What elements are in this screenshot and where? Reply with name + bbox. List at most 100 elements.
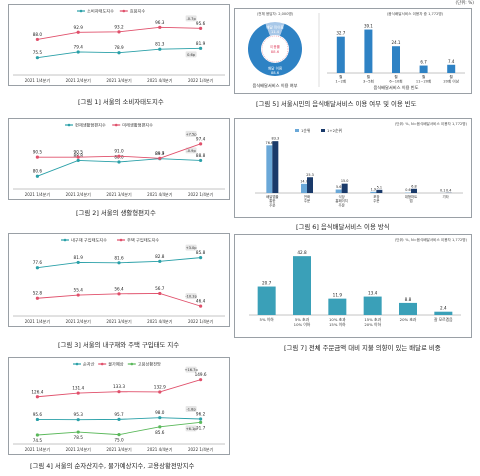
change-badge (185, 130, 197, 137)
data-point (35, 433, 39, 437)
change-badge (185, 15, 197, 22)
page-unit: (단위: %) (455, 1, 474, 6)
bar-category-label: 주문 (339, 203, 345, 207)
legend-label-1: 효용지수 (130, 8, 146, 15)
x-tick-label: 2021 4/4분기 (147, 77, 173, 83)
data-point (117, 154, 121, 158)
legend-marker-0 (67, 123, 71, 127)
bar-value-label: 1.9 (371, 187, 376, 191)
data-label: 52.8 (33, 291, 43, 296)
bar-1 (272, 141, 279, 193)
data-point (158, 156, 162, 160)
x-tick-label: 2021 2/4분기 (66, 191, 92, 197)
data-label: 89.9 (155, 151, 165, 156)
change-badge-text: -0.9p (186, 149, 196, 153)
data-label: 81.9 (74, 255, 84, 260)
data-label: 131.4 (72, 386, 84, 391)
data-point (35, 266, 39, 270)
data-point (76, 418, 80, 422)
legend-marker-1 (119, 238, 123, 242)
data-point (117, 51, 121, 55)
legend-marker-0 (75, 362, 79, 366)
bar-chart-fig7: (단위: %, N=음식배달서비스 이용자 1,772명) 20.7 5% 이하 42… (249, 237, 468, 327)
legend-marker-2 (130, 362, 134, 366)
bar-value-label: 14.7 (300, 179, 308, 183)
bar-value-label: 13.4 (368, 291, 378, 296)
data-point (76, 391, 80, 395)
chart-panel-fig3: 내구재 구입태도지수 주택 구입태도지수 2021 1/4분기 2021 2/4분기 2… (8, 233, 230, 327)
legend-marker-0 (63, 238, 67, 242)
data-point (117, 160, 121, 164)
line-chart-fig3: 내구재 구입태도지수 주택 구입태도지수 2021 1/4분기 2021 2/4분기 2… (13, 237, 225, 324)
donut-unit: (전체 응답자: 2,000명) (257, 11, 294, 16)
bar-category-label: 잘 모르겠음 (434, 317, 453, 322)
change-badge (185, 147, 197, 154)
bar (328, 298, 347, 315)
donut-slice-1 (265, 22, 285, 36)
legend-label-0: 내구재 구입태도지수 (71, 237, 107, 244)
data-point (76, 260, 80, 265)
x-tick-label: 2021 1/4분기 (25, 318, 51, 324)
bar-category-label: 월 (422, 74, 425, 79)
data-label: 93.2 (114, 24, 124, 29)
x-tick-label: 2021 1/4분기 (25, 77, 51, 83)
data-label: 85.8 (196, 250, 206, 255)
data-point (199, 378, 203, 382)
bar-value-label: 24.1 (392, 40, 401, 45)
legend-label-0: 순자산 (83, 361, 95, 368)
data-label: 88.8 (74, 153, 84, 158)
bar-category-label: 15% 이하 (329, 322, 346, 327)
data-label: 126.4 (31, 389, 43, 394)
bar-0 (335, 189, 342, 193)
chart-panel-fig2: 현재생활형편지수 미래생활형편지수 2021 1/4분기 2021 2/4분기 2021… (8, 118, 230, 200)
bar-category-label: 홈페이지 (335, 198, 347, 203)
change-badge-text: 0.6p (187, 53, 196, 57)
x-tick-label: 2022 1/4분기 (188, 446, 214, 452)
data-point (199, 142, 203, 146)
chart-unit: (단위: %, N=음식배달서비스 이용자 1,772명) (395, 121, 468, 126)
bar (293, 256, 311, 315)
bar-category-label: 5% 이하 (260, 317, 275, 322)
bar (336, 36, 345, 73)
data-label: 95.6 (33, 412, 43, 417)
data-point (199, 420, 203, 424)
bar-category-label: 20% 이하 (364, 322, 381, 327)
data-label: 74.5 (33, 438, 43, 443)
bar-category-label: 기타 (443, 194, 450, 199)
data-point (76, 30, 80, 34)
x-tick-label: 2021 2/4분기 (66, 77, 92, 83)
data-point (35, 174, 39, 178)
caption-fig6: [그림 6] 음식배달서비스 이용 방식 (296, 223, 390, 231)
bar-value-label: 5.1 (377, 185, 382, 189)
x-tick-label: 2021 3/4분기 (106, 77, 132, 83)
data-label: 75.5 (33, 50, 43, 55)
data-point (76, 158, 80, 163)
bar-category-label: 3~5회 (363, 79, 374, 84)
caption-fig3: [그림 3] 서울의 내구재와 주택 구입태도 지수 (58, 341, 180, 349)
data-point (35, 395, 39, 399)
data-label: 88.0 (33, 32, 43, 37)
bar (434, 311, 453, 315)
bar-category-label: 6~10회 (389, 79, 402, 84)
bar-value-label: 6.8 (411, 184, 416, 188)
data-label: 95.3 (74, 412, 84, 417)
data-point (76, 430, 80, 434)
data-point (158, 291, 162, 296)
line-chart-fig4: 순자산 물가예상 고용상황전망 2021 1/4분기 2021 2/4분기 2021 3/… (13, 361, 225, 452)
bar-category-label: 10% 이하 (294, 322, 311, 327)
data-label: 96.2 (196, 412, 206, 417)
bar-value-label: 0.1 (440, 188, 445, 192)
caption-fig7: [그림 7] 전체 주문금액 대비 지불 의향이 있는 배달료 비중 (284, 344, 441, 352)
bar-category-label: 식당 (339, 194, 345, 199)
bar-value-label: 8.8 (405, 297, 412, 302)
bar-value-label: 5.6 (336, 185, 341, 189)
data-label: 97.4 (196, 136, 206, 141)
data-label: 81.3 (155, 42, 165, 47)
bar (419, 65, 428, 73)
donut-and-bar-fig5: (전체 응답자: 2,000명) (음식배달서비스 이용자 중 1,772명) 배달… (248, 11, 465, 91)
x-tick-label: 2021 2/4분기 (66, 318, 92, 324)
bar-category-label: 전화 (304, 194, 310, 199)
data-label: 56.4 (114, 286, 124, 291)
legend-label-1: 1+2순위 (327, 128, 342, 133)
legend-label-1: 주택 구입태도지수 (127, 237, 159, 244)
